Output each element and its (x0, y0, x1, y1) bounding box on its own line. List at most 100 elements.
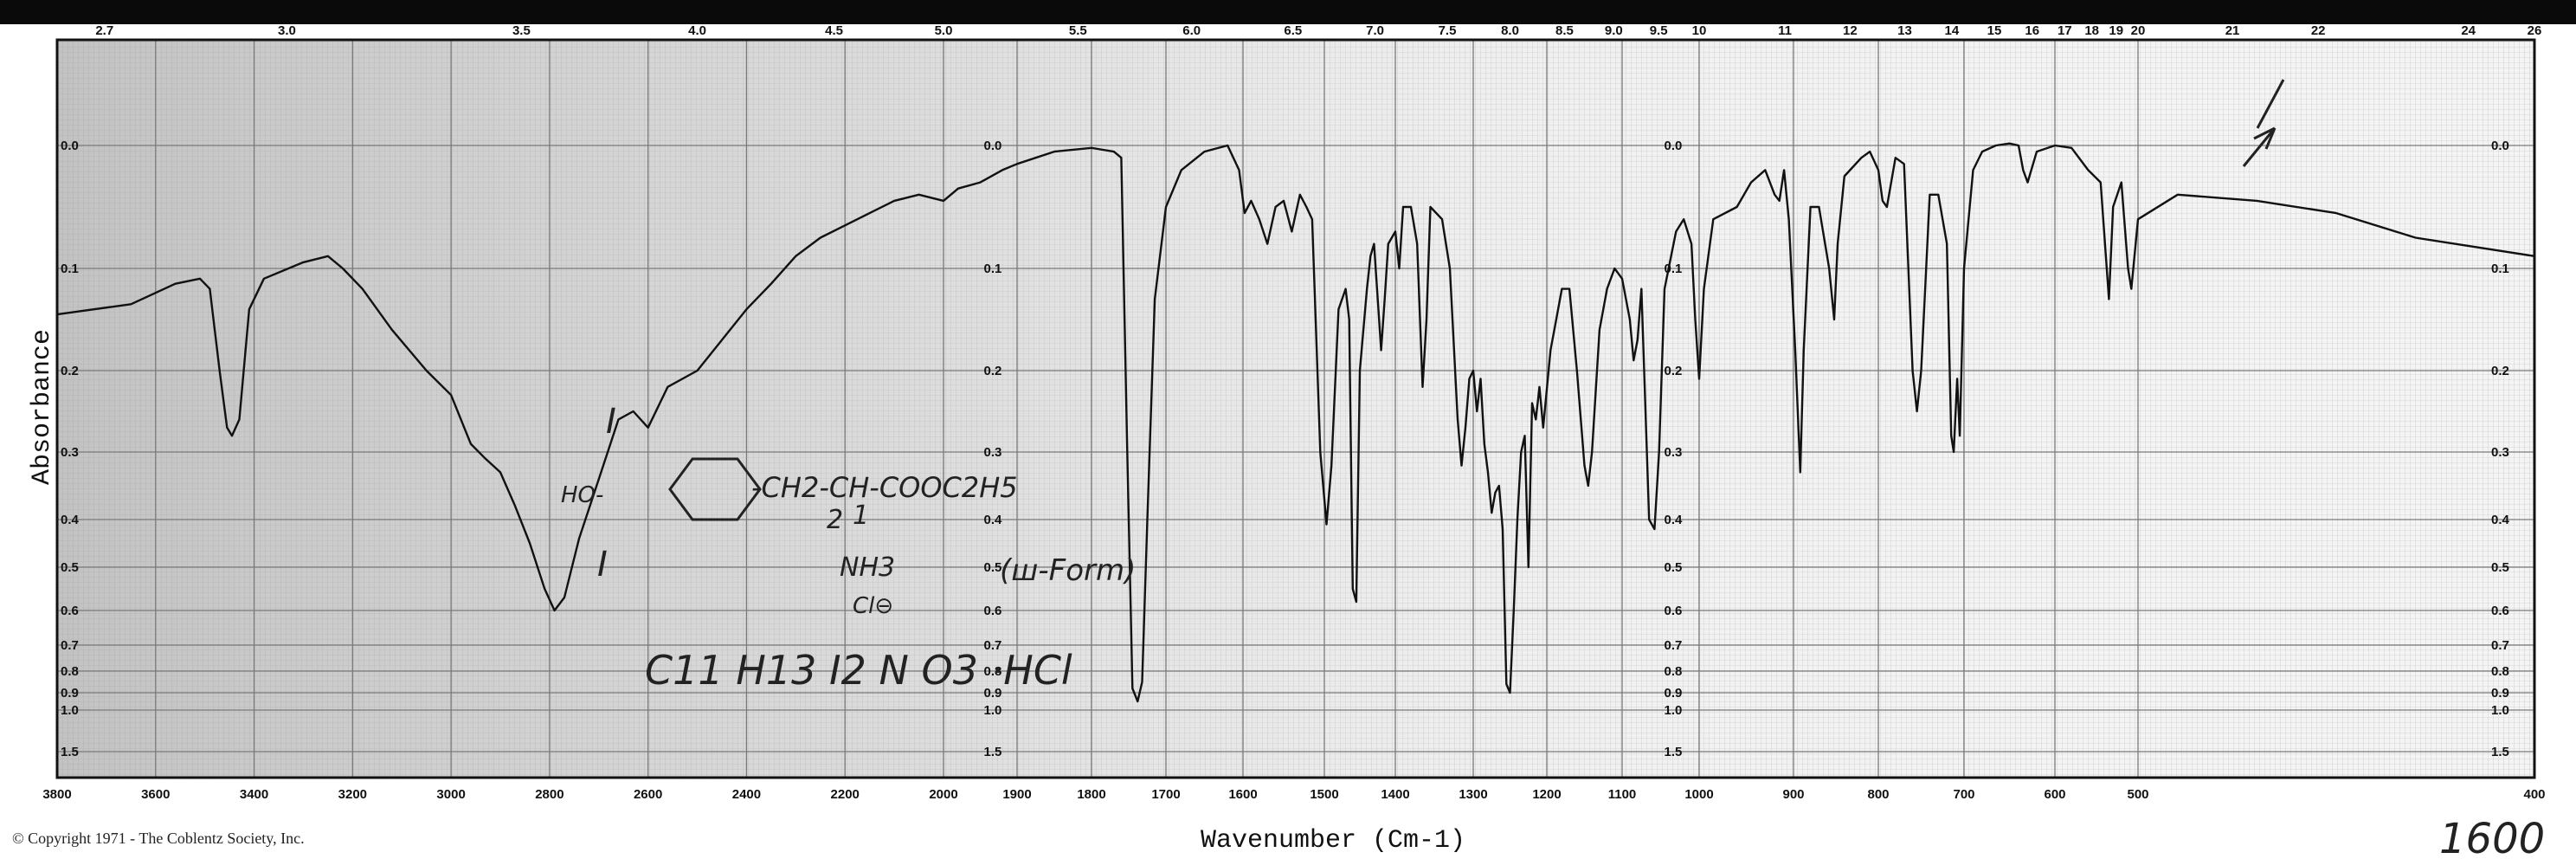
top-tick-label: 4.0 (688, 23, 706, 38)
x-tick-label: 1000 (1684, 787, 1713, 802)
annotation-i-bottom: I (597, 545, 608, 585)
y-tick-label-repeat: 0.1 (2491, 262, 2509, 276)
x-tick-label: 2600 (634, 787, 662, 802)
top-tick-label: 4.5 (825, 23, 843, 38)
y-tick-label-repeat: 0.2 (1665, 364, 1683, 378)
plot-frame (55, 38, 2536, 779)
annotation-sub2: 2 (827, 505, 843, 535)
y-tick-label-repeat: 0.7 (1665, 638, 1683, 653)
y-tick-label-repeat: 0.4 (1665, 513, 1684, 527)
y-tick-label: 0.3 (61, 445, 79, 460)
x-tick-label: 1800 (1077, 787, 1105, 802)
y-tick-label: 0.8 (61, 664, 79, 679)
x-tick-label: 800 (1867, 787, 1889, 802)
x-tick-label: 2400 (732, 787, 761, 802)
y-tick-label: 0.0 (61, 139, 79, 153)
top-tick-label: 7.0 (1366, 23, 1384, 38)
y-tick-label-repeat: 1.5 (984, 745, 1002, 759)
y-tick-label-repeat: 0.6 (1665, 604, 1683, 618)
x-tick-label: 3000 (436, 787, 465, 802)
copyright-text: © Copyright 1971 - The Coblentz Society,… (12, 830, 305, 847)
major-grid (56, 40, 2535, 778)
y-tick-label-repeat: 0.0 (984, 139, 1002, 153)
plot-area: 3800 3600 3400 3200 3000 2800 2600 2400 2200 2000… (42, 23, 2545, 802)
top-tick-label: 12 (1843, 23, 1858, 38)
x-tick-label: 1100 (1608, 787, 1637, 802)
x-tick-label: 1500 (1310, 787, 1338, 802)
y-tick-label-repeat: 0.2 (984, 364, 1002, 378)
top-tick-label: 3.5 (512, 23, 531, 38)
y-tick-label-repeat: 0.0 (2491, 139, 2509, 153)
y-tick-label-repeat: 0.9 (1665, 686, 1683, 701)
annotation-formula: C11 H13 I2 N O3 ·HCl (645, 647, 1072, 694)
y-tick-label: 0.7 (61, 638, 79, 653)
x-tick-label: 500 (2127, 787, 2148, 802)
x-tick-label: 600 (2044, 787, 2065, 802)
y-tick-label: 1.5 (61, 745, 79, 759)
top-tick-label: 9.5 (1650, 23, 1668, 38)
y-tick-label: 0.9 (61, 686, 79, 701)
y-tick-label: 0.1 (61, 262, 79, 276)
top-tick-label: 2.7 (95, 23, 113, 38)
y-tick-label-repeat: 0.1 (984, 262, 1002, 276)
annotation-sidechain: -CH2-CH-COOC2H5 (751, 471, 1018, 504)
x-axis-label: Wavenumber (Cm-1) (1201, 826, 1465, 856)
top-tick-label: 10 (1692, 23, 1707, 38)
annotation-ho: HO- (561, 482, 603, 508)
top-tick-label: 14 (1945, 23, 1960, 38)
top-black-band (0, 0, 2576, 24)
y-tick-label-repeat: 0.7 (2491, 638, 2509, 653)
y-tick-label-repeat: 0.7 (984, 638, 1002, 653)
y-tick-label-repeat: 0.8 (984, 664, 1002, 679)
y-tick-label: 0.6 (61, 604, 79, 618)
x-tick-label: 3800 (42, 787, 71, 802)
y-tick-label-repeat: 0.3 (984, 445, 1002, 460)
top-tick-label: 11 (1778, 23, 1792, 38)
x-tick-label: 3400 (240, 787, 268, 802)
annotation-sub1: 1 (853, 501, 869, 531)
top-tick-label: 21 (2225, 23, 2240, 38)
y-tick-label-repeat: 0.4 (984, 513, 1003, 527)
top-tick-label: 5.0 (935, 23, 953, 38)
y-tick-label-repeat: 1.0 (1665, 703, 1683, 718)
y-axis-label: Absorbance (28, 329, 57, 485)
y-tick-label: 1.0 (61, 703, 79, 718)
x-tick-label: 1400 (1381, 787, 1409, 802)
top-tick-label: 3.0 (278, 23, 296, 38)
top-tick-label: 6.0 (1182, 23, 1201, 38)
annotation-form: (ш-Form) (1000, 553, 1136, 588)
y-tick-label-repeat: 0.8 (1665, 664, 1683, 679)
annotation-1600: 1600 (2439, 815, 2545, 859)
x-tick-label: 2200 (831, 787, 860, 802)
y-tick-label-repeat: 0.5 (984, 560, 1002, 575)
y-tick-label: 0.2 (61, 364, 79, 378)
top-tick-label: 26 (2528, 23, 2542, 38)
x-tick-label: 1600 (1228, 787, 1257, 802)
y-tick-label: 0.4 (61, 513, 80, 527)
y-tick-label-repeat: 0.6 (2491, 604, 2509, 618)
top-tick-label: 16 (2025, 23, 2039, 38)
y-tick-label-repeat: 1.0 (2491, 703, 2509, 718)
y-tick-label-repeat: 1.5 (1665, 745, 1683, 759)
annotation-i-top: I (606, 402, 616, 442)
x-tick-label: 400 (2523, 787, 2545, 802)
plot-shading (57, 40, 2534, 778)
y-tick-label-repeat: 0.3 (1665, 445, 1683, 460)
top-tick-label: 20 (2131, 23, 2146, 38)
x-tick-label: 1700 (1151, 787, 1180, 802)
y-tick-label-repeat: 0.9 (984, 686, 1002, 701)
x-tick-label: 1300 (1459, 787, 1487, 802)
x-tick-label: 1200 (1532, 787, 1561, 802)
series-layer (56, 142, 2535, 703)
y-tick-label-repeat: 1.5 (2491, 745, 2509, 759)
y-tick-label-repeat: 0.5 (2491, 560, 2509, 575)
y-tick-label-repeat: 0.8 (2491, 664, 2509, 679)
x-tick-label: 2000 (929, 787, 957, 802)
y-tick-label-repeat: 0.3 (2491, 445, 2509, 460)
top-tick-label: 15 (1987, 23, 2002, 38)
top-tick-label: 6.5 (1284, 23, 1302, 38)
top-tick-label: 5.5 (1069, 23, 1087, 38)
top-tick-label: 8.0 (1501, 23, 1519, 38)
x-tick-label: 700 (1953, 787, 1974, 802)
